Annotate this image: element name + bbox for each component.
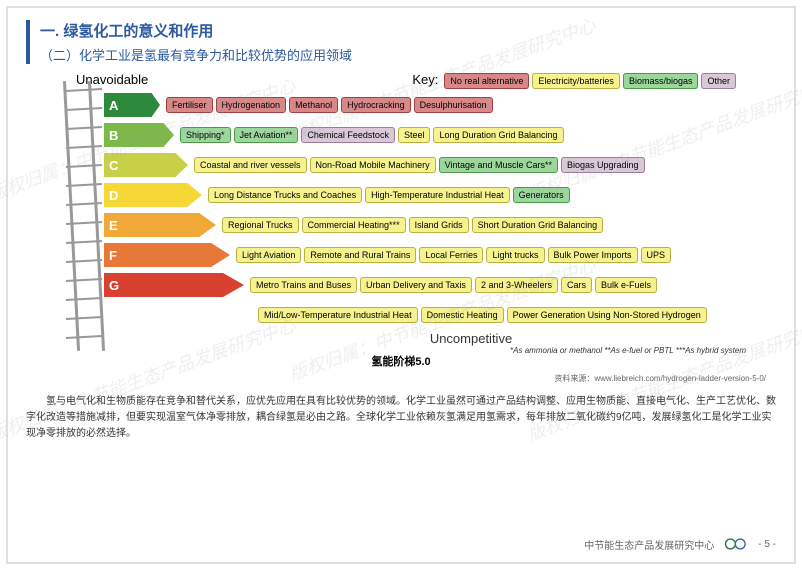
body-paragraph: 氢与电气化和生物质能存在竞争和替代关系，应优先应用在具有比较优势的领域。化学工业… <box>26 394 776 442</box>
legend-pill: No real alternative <box>444 73 529 89</box>
ladder-item: UPS <box>641 247 672 263</box>
ladder-item: Jet Aviation** <box>234 127 299 143</box>
source-citation: 资料来源：www.liebreich.com/hydrogen-ladder-v… <box>26 373 766 384</box>
ladder-item: Hydrocracking <box>341 97 411 113</box>
ladder-item: Methanol <box>289 97 338 113</box>
ladder-item: Bulk Power Imports <box>548 247 638 263</box>
grade-badge: F <box>104 243 230 267</box>
ladder-item: Short Duration Grid Balancing <box>472 217 604 233</box>
ladder-item: Generators <box>513 187 570 203</box>
section-title: 一. 绿氢化工的意义和作用 <box>40 20 776 41</box>
ladder-item: Island Grids <box>409 217 469 233</box>
ladder-item: Vintage and Muscle Cars** <box>439 157 558 173</box>
ladder-icon <box>66 81 102 351</box>
ladder-item: Remote and Rural Trains <box>304 247 416 263</box>
ladder-item: Mid/Low-Temperature Industrial Heat <box>258 307 418 323</box>
ladder-item: Shipping* <box>180 127 231 143</box>
ladder-item: Domestic Heating <box>421 307 504 323</box>
ladder-item: 2 and 3-Wheelers <box>475 277 558 293</box>
grade-badge: G <box>104 273 244 297</box>
ladder-item: Urban Delivery and Taxis <box>360 277 472 293</box>
ladder-item: Regional Trucks <box>222 217 299 233</box>
ladder-item: Commercial Heating*** <box>302 217 406 233</box>
ladder-item: Fertiliser <box>166 97 213 113</box>
legend-pill: Biomass/biogas <box>623 73 699 89</box>
ladder-item: Hydrogenation <box>216 97 287 113</box>
logo-icon <box>722 536 750 552</box>
ladder-item: Desulphurisation <box>414 97 493 113</box>
grade-badge: D <box>104 183 202 207</box>
key-label: Key: <box>412 72 438 87</box>
ladder-item: Chemical Feedstock <box>301 127 395 143</box>
ladder-item: Biogas Upgrading <box>561 157 645 173</box>
section-subtitle: （二）化学工业是氢最有竞争力和比较优势的应用领域 <box>40 45 776 64</box>
ladder-item: Coastal and river vessels <box>194 157 307 173</box>
hydrogen-ladder-chart: A FertiliserHydrogenationMethanolHydrocra… <box>36 91 766 341</box>
legend: Key: No real alternativeElectricity/batt… <box>412 72 736 87</box>
grade-badge: A <box>104 93 160 117</box>
ladder-item: Cars <box>561 277 592 293</box>
chart-footnotes: *As ammonia or methanol **As e-fuel or P… <box>36 346 746 355</box>
legend-pill: Other <box>701 73 736 89</box>
ladder-item: Local Ferries <box>419 247 483 263</box>
uncompetitive-label: Uncompetitive <box>176 331 766 346</box>
chart-caption: 氢能阶梯5.0 <box>26 353 776 369</box>
footer-org: 中节能生态产品发展研究中心 <box>584 537 714 552</box>
ladder-item: Steel <box>398 127 431 143</box>
page-footer: 中节能生态产品发展研究中心 - 5 - <box>584 536 776 552</box>
grade-badge: E <box>104 213 216 237</box>
ladder-item: Non-Road Mobile Machinery <box>310 157 436 173</box>
ladder-item: High-Temperature Industrial Heat <box>365 187 510 203</box>
ladder-item: Light Aviation <box>236 247 301 263</box>
ladder-item: Long Distance Trucks and Coaches <box>208 187 362 203</box>
page-number: - 5 - <box>758 539 776 550</box>
grade-badge: C <box>104 153 188 177</box>
grade-badge: B <box>104 123 174 147</box>
ladder-item: Metro Trains and Buses <box>250 277 357 293</box>
ladder-item: Long Duration Grid Balancing <box>433 127 563 143</box>
ladder-item: Power Generation Using Non-Stored Hydrog… <box>507 307 707 323</box>
ladder-item: Bulk e-Fuels <box>595 277 657 293</box>
ladder-item: Light trucks <box>486 247 544 263</box>
legend-pill: Electricity/batteries <box>532 73 620 89</box>
